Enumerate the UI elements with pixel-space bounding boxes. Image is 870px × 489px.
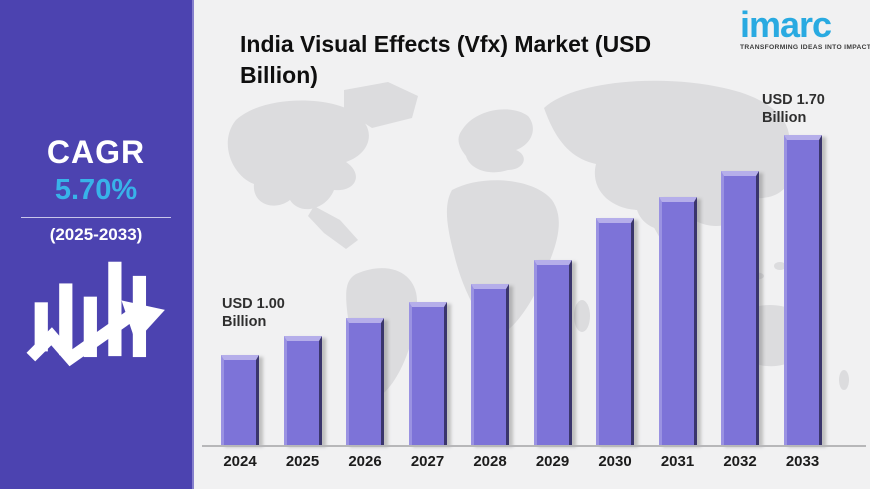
map-greenland bbox=[344, 82, 418, 128]
data-label-2024: USD 1.00 Billion bbox=[222, 295, 285, 331]
cagr-label: CAGR bbox=[46, 134, 146, 170]
data-label-2033-line1: USD 1.70 bbox=[762, 92, 825, 108]
bar-2027 bbox=[408, 302, 447, 445]
bar-2032 bbox=[721, 171, 759, 445]
year-label-2033: 2033 bbox=[785, 453, 820, 470]
bar-2026 bbox=[346, 318, 384, 445]
bar-2025 bbox=[283, 336, 322, 445]
cagr-value: 5.70% bbox=[54, 174, 138, 206]
imarc-logo-text: imarc bbox=[740, 4, 832, 45]
imarc-logo: imarc TRANSFORMING IDEAS INTO IMPACT bbox=[740, 4, 870, 52]
data-label-2033-line2: Billion bbox=[762, 110, 807, 127]
chart-title: India Visual Effects (Vfx) Market (USD B… bbox=[240, 31, 652, 89]
imarc-logo-tagline: TRANSFORMING IDEAS INTO IMPACT bbox=[740, 44, 870, 52]
data-label-2033: USD 1.70 Billion bbox=[762, 91, 825, 127]
cagr-sidebar: CAGR 5.70% (2025-2033) bbox=[0, 0, 194, 489]
year-label-2028: 2028 bbox=[473, 453, 507, 470]
year-label-2024: 2024 bbox=[223, 453, 257, 470]
data-label-2024-line1: USD 1.00 bbox=[222, 296, 285, 312]
bar-2029 bbox=[533, 260, 572, 445]
map-north-america bbox=[227, 100, 369, 210]
year-label-2032: 2032 bbox=[723, 453, 757, 470]
year-label-2030: 2030 bbox=[598, 453, 632, 470]
data-label-2024-line2: Billion bbox=[222, 314, 267, 331]
map-madagascar bbox=[574, 300, 590, 332]
bar-2031 bbox=[658, 197, 697, 445]
x-axis-baseline bbox=[202, 445, 866, 447]
year-label-2029: 2029 bbox=[535, 453, 570, 470]
cagr-period: (2025-2033) bbox=[49, 225, 143, 244]
map-central-america bbox=[308, 206, 358, 249]
map-new-zealand bbox=[839, 370, 849, 390]
map-island-3 bbox=[774, 262, 786, 270]
bar-2024 bbox=[221, 355, 259, 445]
cagr-divider bbox=[21, 217, 171, 218]
year-label-2025: 2025 bbox=[285, 453, 320, 470]
year-label-2031: 2031 bbox=[660, 453, 695, 470]
bar-2028 bbox=[471, 284, 509, 445]
year-label-2026: 2026 bbox=[348, 453, 382, 470]
bar-chart-trend-arrow-icon bbox=[26, 261, 165, 367]
year-label-2027: 2027 bbox=[410, 453, 445, 470]
bar-2033 bbox=[783, 135, 822, 445]
map-europe bbox=[458, 109, 533, 173]
bar-2030 bbox=[596, 218, 634, 445]
